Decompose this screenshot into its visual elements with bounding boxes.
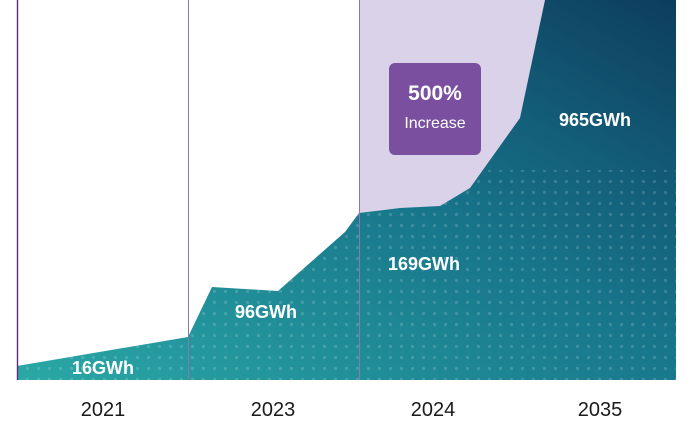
- data-label-2021: 16GWh: [72, 358, 134, 378]
- callout-value: 500%: [408, 82, 462, 105]
- increase-callout: 500% Increase: [389, 63, 481, 155]
- x-tick-2023: 2023: [251, 399, 296, 421]
- area-dot-texture: [17, 170, 676, 380]
- callout-box: [389, 63, 481, 155]
- data-label-2024: 169GWh: [388, 254, 460, 274]
- data-label-2023: 96GWh: [235, 302, 297, 322]
- callout-text: Increase: [404, 115, 465, 132]
- x-tick-2021: 2021: [81, 399, 126, 421]
- data-label-2035: 965GWh: [559, 110, 631, 130]
- x-tick-2024: 2024: [411, 399, 456, 421]
- x-tick-2035: 2035: [578, 399, 623, 421]
